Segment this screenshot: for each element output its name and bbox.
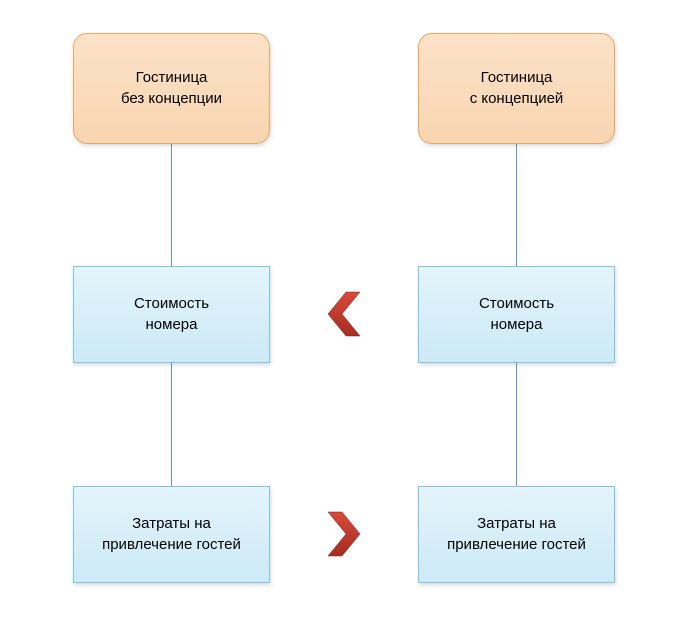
node-label: Затраты на: [132, 515, 211, 532]
node-label: с концепцией: [470, 90, 564, 107]
edge-left-1: [171, 144, 172, 266]
greater-than-icon: [326, 510, 362, 558]
node-right-bot: Затраты на привлечение гостей: [418, 486, 615, 583]
node-label: привлечение гостей: [102, 536, 241, 553]
node-label: Затраты на: [477, 515, 556, 532]
edge-right-2: [516, 363, 517, 486]
node-label: без концепции: [121, 90, 222, 107]
node-left-mid: Стоимость номера: [73, 266, 270, 363]
less-than-icon: [326, 290, 362, 338]
node-right-top: Гостиница с концепцией: [418, 33, 615, 144]
edge-left-2: [171, 363, 172, 486]
node-right-mid: Стоимость номера: [418, 266, 615, 363]
node-left-bot: Затраты на привлечение гостей: [73, 486, 270, 583]
edge-right-1: [516, 144, 517, 266]
node-left-top: Гостиница без концепции: [73, 33, 270, 144]
node-label: номера: [491, 316, 543, 333]
node-label: привлечение гостей: [447, 536, 586, 553]
node-label: Гостиница: [136, 69, 208, 86]
node-label: Гостиница: [481, 69, 553, 86]
node-label: Стоимость: [134, 295, 209, 312]
diagram-container: Гостиница без концепции Гостиница с конц…: [0, 0, 686, 639]
node-label: номера: [146, 316, 198, 333]
node-label: Стоимость: [479, 295, 554, 312]
